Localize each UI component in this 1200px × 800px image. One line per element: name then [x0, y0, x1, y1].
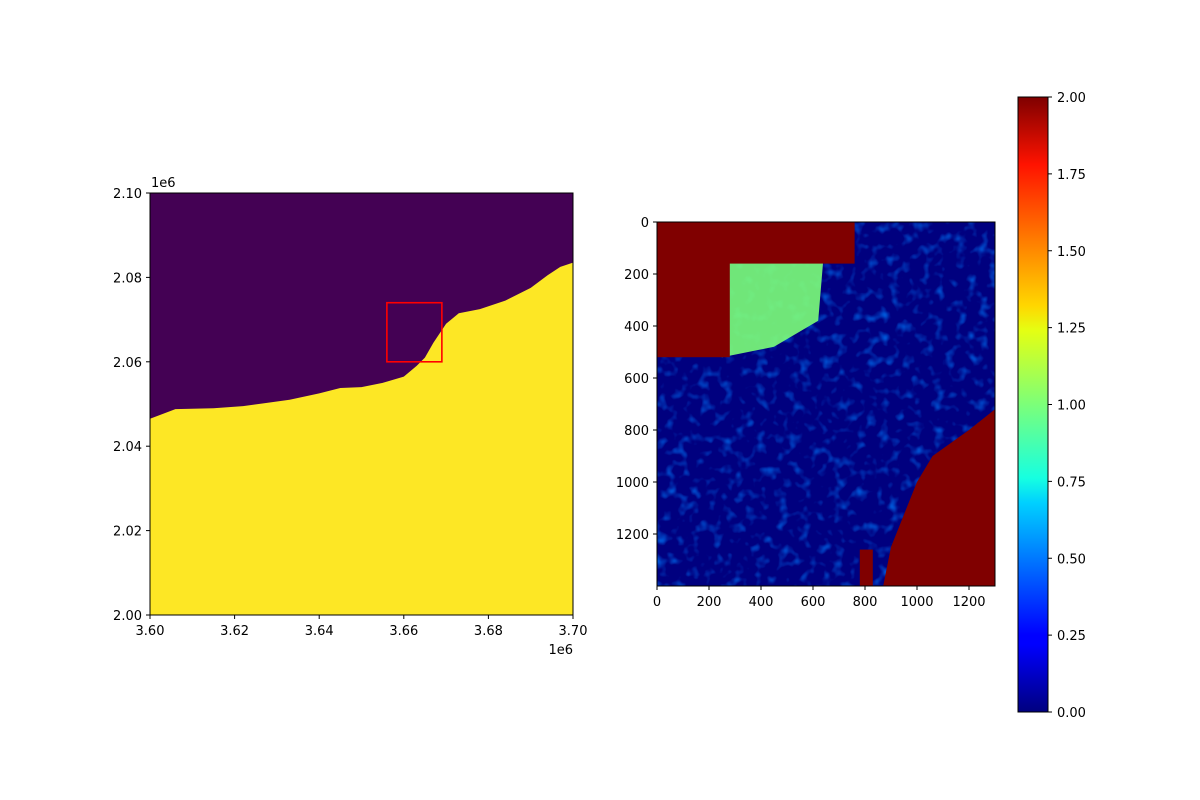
- left-x-tick-label: 3.66: [389, 624, 418, 639]
- left-y-tick-label: 2.08: [113, 271, 142, 286]
- right-region-highland: [657, 222, 730, 358]
- right-x-tick-label: 600: [801, 595, 826, 610]
- colorbar-tick-label: 0.75: [1057, 475, 1086, 490]
- left-x-axis: 3.60 3.62 3.64 3.66 3.68 3.70: [136, 615, 588, 639]
- colorbar-tick-label: 2.00: [1057, 91, 1086, 106]
- left-class-1-area: [150, 262, 573, 615]
- right-x-tick-label: 1200: [952, 595, 985, 610]
- left-x-tick-label: 3.62: [220, 624, 249, 639]
- right-y-tick-label: 800: [624, 424, 649, 439]
- colorbar-tick-label: 1.25: [1057, 322, 1086, 337]
- left-x-tick-label: 3.64: [305, 624, 334, 639]
- left-x-offset-label: 1e6: [548, 643, 573, 658]
- colorbar-tick-label: 1.75: [1057, 168, 1086, 183]
- right-region-sea: [883, 409, 995, 586]
- right-x-tick-label: 0: [653, 595, 661, 610]
- colorbar-tick-label: 0.00: [1057, 706, 1086, 721]
- colorbar-gradient: [1018, 97, 1048, 712]
- right-map-panel: 0 200 400 600 800 1000 1200 0 200 400 600 800 1000 1…: [616, 216, 996, 610]
- left-x-tick-label: 3.68: [474, 624, 503, 639]
- right-y-tick-label: 600: [624, 372, 649, 387]
- right-y-axis: 0 200 400 600 800 1000 1200: [616, 216, 657, 543]
- right-y-tick-label: 1000: [616, 476, 649, 491]
- left-y-offset-label: 1e6: [151, 176, 176, 191]
- colorbar-tick-label: 1.00: [1057, 399, 1086, 414]
- colorbar-tick-label: 0.50: [1057, 552, 1086, 567]
- left-x-tick-label: 3.70: [559, 624, 588, 639]
- left-y-tick-label: 2.04: [113, 440, 142, 455]
- right-y-tick-label: 0: [641, 216, 649, 231]
- right-region-inlet: [859, 549, 873, 586]
- right-x-tick-label: 1000: [900, 595, 933, 610]
- right-regions: [657, 222, 995, 586]
- left-y-tick-label: 2.06: [113, 356, 142, 371]
- left-axes-frame: [149, 192, 574, 616]
- right-axes-frame: [656, 221, 996, 587]
- right-region-ridge: [714, 222, 855, 264]
- right-y-tick-label: 200: [624, 268, 649, 283]
- left-y-tick-label: 2.02: [113, 525, 142, 540]
- right-x-tick-label: 800: [853, 595, 878, 610]
- colorbar-ticks: 0.00 0.25 0.50 0.75 1.00 1.25 1.50 1.75 2.00: [1048, 91, 1086, 721]
- left-x-tick-label: 3.60: [136, 624, 165, 639]
- highlight-box: [386, 301, 443, 363]
- colorbar-tick-label: 1.50: [1057, 245, 1086, 260]
- left-y-tick-label: 2.00: [113, 609, 142, 624]
- right-x-axis: 0 200 400 600 800 1000 1200: [653, 586, 986, 610]
- right-y-tick-label: 400: [624, 320, 649, 335]
- left-y-tick-label: 2.10: [113, 187, 142, 202]
- left-y-axis: 2.00 2.02 2.04 2.06 2.08 2.10: [113, 187, 150, 624]
- right-y-tick-label: 1200: [616, 528, 649, 543]
- colorbar-tick-label: 0.25: [1057, 629, 1086, 644]
- colorbar: 0.00 0.25 0.50 0.75 1.00 1.25 1.50 1.75 2.00: [1017, 91, 1086, 721]
- right-x-tick-label: 400: [749, 595, 774, 610]
- left-map-panel: 3.60 3.62 3.64 3.66 3.68 3.70 2.002.022.042.0…: [113, 176, 587, 658]
- right-x-tick-label: 200: [697, 595, 722, 610]
